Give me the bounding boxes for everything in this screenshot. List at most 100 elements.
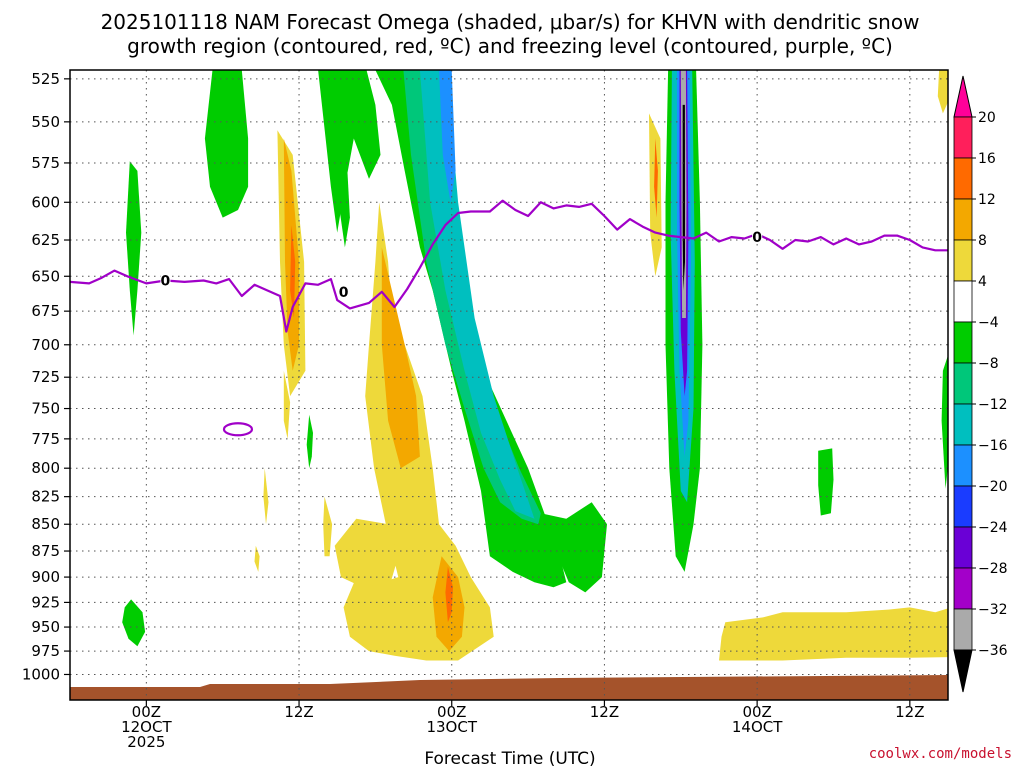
terrain-fill [70, 675, 948, 700]
colorbar-swatch-4 [953, 280, 973, 323]
freezing-level-contour: 0 0 0 0 [70, 199, 985, 437]
chart-title: 2025101118 NAM Forecast Omega (shaded, μ… [101, 10, 920, 58]
colorbar-label-5: −4 [978, 315, 999, 331]
colorbar-label-7: −12 [978, 397, 1008, 413]
ytick-label-700: 700 [31, 336, 60, 354]
colorbar-top-arrow [953, 75, 973, 118]
x-axis-title: Forecast Time (UTC) [424, 749, 595, 768]
xtick-label-48-1: 14OCT [732, 718, 783, 736]
xtick-label-0-2: 2025 [127, 733, 165, 751]
ytick-label-950: 950 [31, 618, 60, 636]
colorbar-swatch-3 [953, 239, 973, 282]
colorbar-bottom-arrow [953, 649, 973, 693]
ytick-label-775: 775 [31, 430, 60, 448]
xtick-label-0-0: 00Z [132, 703, 161, 721]
ytick-label-550: 550 [31, 113, 60, 131]
omega-region-5 [338, 138, 350, 248]
colorbar-swatch-1 [953, 157, 973, 200]
contour-label-3: 0 [975, 206, 985, 222]
colorbar-label-1: 16 [978, 151, 996, 167]
ytick-label-825: 825 [31, 488, 60, 506]
colorbar-label-6: −8 [978, 356, 999, 372]
contour-label-bg-1 [338, 283, 349, 299]
ytick-label-625: 625 [31, 231, 60, 249]
omega-region-14 [682, 104, 685, 291]
plot-frame [69, 69, 949, 701]
xtick-label-60-0: 12Z [895, 703, 924, 721]
xtick-label-48-0: 00Z [742, 703, 771, 721]
omega-region-20 [343, 202, 494, 661]
colorbar-swatch-8 [953, 444, 973, 487]
ytick-label-675: 675 [31, 302, 60, 320]
colorbar-label-10: −24 [978, 520, 1008, 536]
ytick-label-1000: 1000 [22, 665, 60, 683]
contour-label-bg-2 [752, 229, 763, 245]
colorbar: 20 16 12 8 4 −4 −8 −12 −16 −20 −24 −28 −32 −36 [953, 75, 1008, 693]
colorbar-swatch-7 [953, 403, 973, 446]
colorbar-swatch-9 [953, 485, 973, 528]
colorbar-label-11: −28 [978, 561, 1008, 577]
omega-region-35 [654, 138, 658, 218]
colorbar-swatch-11 [953, 567, 973, 610]
colorbar-swatch-0 [953, 116, 973, 159]
omega-region-16 [818, 448, 834, 516]
omega-region-33 [445, 566, 453, 623]
contour-label-1: 0 [339, 285, 349, 301]
contour-label-0: 0 [161, 274, 171, 290]
colorbar-swatch-12 [953, 608, 973, 651]
colorbar-swatch-2 [953, 198, 973, 241]
xtick-label-36-0: 12Z [590, 703, 619, 721]
xtick-label-24-0: 00Z [437, 703, 466, 721]
omega-region-0 [204, 70, 249, 218]
colorbar-label-13: −36 [978, 643, 1008, 659]
omega-region-2 [318, 70, 381, 233]
colorbar-label-4: 4 [978, 274, 987, 290]
omega-region-22 [334, 518, 399, 588]
omega-shading [122, 70, 948, 661]
ytick-label-525: 525 [31, 70, 60, 88]
ytick-label-975: 975 [31, 642, 60, 660]
title-line-1: 2025101118 NAM Forecast Omega (shaded, μ… [101, 10, 920, 34]
xtick-label-24-1: 13OCT [426, 718, 477, 736]
omega-region-26 [283, 370, 291, 439]
omega-region-27 [323, 496, 333, 557]
colorbar-swatch-10 [953, 526, 973, 569]
colorbar-label-12: −32 [978, 602, 1008, 618]
omega-region-28 [263, 468, 269, 525]
omega-region-15 [122, 599, 146, 647]
xtick-label-0-1: 12OCT [121, 718, 172, 736]
freezing-level-line [70, 199, 948, 333]
omega-region-1 [126, 161, 142, 336]
omega-region-24 [719, 607, 948, 661]
ytick-label-900: 900 [31, 568, 60, 586]
ytick-label-750: 750 [31, 400, 60, 418]
title-line-2: growth region (contoured, red, ºC) and f… [127, 34, 893, 58]
colorbar-label-8: −16 [978, 438, 1008, 454]
ytick-label-800: 800 [31, 459, 60, 477]
omega-region-19 [306, 414, 313, 469]
ytick-label-925: 925 [31, 593, 60, 611]
colorbar-swatch-5 [953, 321, 973, 364]
colorbar-label-2: 12 [978, 192, 996, 208]
contour-label-2: 0 [752, 230, 762, 246]
colorbar-swatch-6 [953, 362, 973, 405]
ytick-label-600: 600 [31, 193, 60, 211]
omega-region-34 [290, 225, 296, 318]
colorbar-label-3: 8 [978, 233, 987, 249]
omega-region-8 [439, 70, 456, 203]
ytick-label-725: 725 [31, 368, 60, 386]
terrain-ground [70, 675, 948, 700]
omega-region-29 [254, 545, 260, 572]
y-axis-ticks: 525 550 575 600 625 650 675 700 725 750 775 800 825 8… [22, 70, 70, 683]
xtick-label-12-0: 12Z [284, 703, 313, 721]
grid [70, 70, 948, 700]
contour-label-bg-0 [160, 272, 171, 288]
freezing-level-loop [222, 422, 254, 437]
ytick-label-875: 875 [31, 542, 60, 560]
omega-region-17 [941, 355, 948, 489]
colorbar-label-9: −20 [978, 479, 1008, 495]
credit-text: coolwx.com/models [869, 746, 1012, 762]
ytick-label-650: 650 [31, 267, 60, 285]
